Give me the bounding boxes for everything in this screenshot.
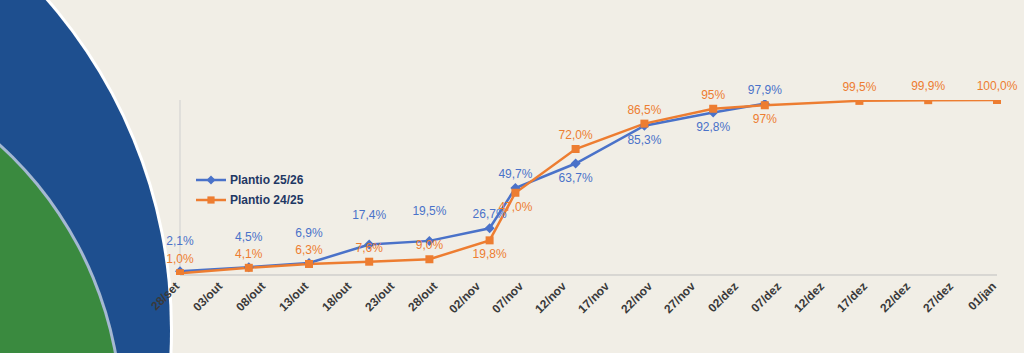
svg-text:27/nov: 27/nov <box>661 279 698 316</box>
svg-text:26,7%: 26,7% <box>472 207 507 222</box>
svg-text:4,5%: 4,5% <box>235 230 263 244</box>
svg-text:100,0%: 100,0% <box>977 79 1018 93</box>
svg-text:63,7%: 63,7% <box>559 171 593 185</box>
svg-text:72,0%: 72,0% <box>559 128 593 142</box>
svg-text:86,5%: 86,5% <box>627 103 661 117</box>
svg-text:28/set: 28/set <box>148 279 182 313</box>
svg-text:28/out: 28/out <box>405 279 440 314</box>
svg-text:01/jan: 01/jan <box>965 279 999 313</box>
svg-text:7,6%: 7,6% <box>356 241 384 255</box>
svg-text:99,9%: 99,9% <box>911 79 945 93</box>
svg-text:49,7%: 49,7% <box>498 167 532 181</box>
svg-text:1,0%: 1,0% <box>166 252 194 266</box>
svg-text:12/dez: 12/dez <box>791 279 827 315</box>
svg-text:2,1%: 2,1% <box>166 234 194 248</box>
svg-text:07/nov: 07/nov <box>489 279 526 316</box>
html-text:Plantio 25/26: Plantio 25/26 <box>230 173 304 187</box>
svg-text:17/nov: 17/nov <box>575 279 612 316</box>
svg-text:95%: 95% <box>701 88 725 102</box>
svg-text:99,5%: 99,5% <box>842 80 876 94</box>
svg-text:4,1%: 4,1% <box>235 247 263 261</box>
svg-text:12/nov: 12/nov <box>532 279 569 316</box>
svg-text:27/dez: 27/dez <box>920 279 956 315</box>
svg-text:17,4%: 17,4% <box>352 208 386 222</box>
svg-text:97%: 97% <box>753 112 777 126</box>
svg-text:03/out: 03/out <box>190 279 225 314</box>
svg-text:9,0%: 9,0% <box>416 238 444 252</box>
svg-text:02/dez: 02/dez <box>705 279 741 315</box>
svg-text:19,5%: 19,5% <box>412 204 446 218</box>
svg-text:6,9%: 6,9% <box>295 226 323 240</box>
svg-text:6,3%: 6,3% <box>295 243 323 257</box>
html-text:Plantio 24/25: Plantio 24/25 <box>230 193 304 207</box>
svg-text:17/dez: 17/dez <box>834 279 870 315</box>
svg-text:08/out: 08/out <box>233 279 268 314</box>
svg-text:19,8%: 19,8% <box>473 247 507 261</box>
svg-text:07/dez: 07/dez <box>748 279 784 315</box>
svg-text:22/dez: 22/dez <box>877 279 913 315</box>
svg-text:02/nov: 02/nov <box>446 279 483 316</box>
svg-text:97,9%: 97,9% <box>748 83 782 97</box>
svg-text:13/out: 13/out <box>276 279 311 314</box>
svg-text:22/nov: 22/nov <box>618 279 655 316</box>
svg-text:85,3%: 85,3% <box>627 133 661 147</box>
svg-text:23/out: 23/out <box>362 279 397 314</box>
svg-text:47,0%: 47,0% <box>498 200 532 214</box>
svg-text:18/out: 18/out <box>319 279 354 314</box>
svg-text:92,8%: 92,8% <box>696 120 730 134</box>
